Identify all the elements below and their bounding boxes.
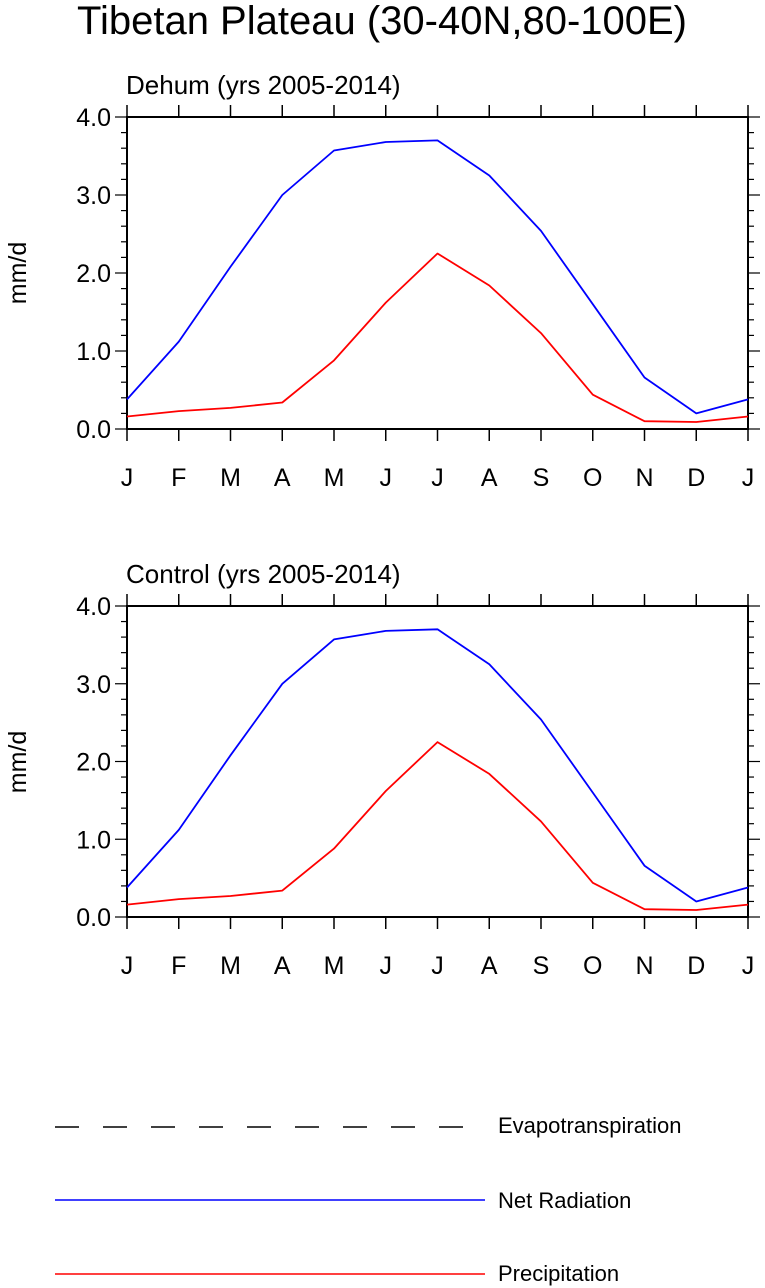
x-tick-label: J	[742, 464, 755, 492]
x-tick-label: J	[121, 952, 134, 980]
plot-frame	[126, 116, 749, 430]
x-tick-label: S	[533, 952, 550, 980]
x-tick-label: N	[635, 952, 653, 980]
x-tick-label: F	[171, 464, 186, 492]
x-tick-label: J	[380, 952, 393, 980]
legend-entry-evapotranspiration: Evapotranspiration	[55, 1113, 681, 1138]
y-tick-label: 4.0	[76, 104, 111, 132]
y-axis-label: mm/d	[4, 731, 32, 794]
legend-label: Evapotranspiration	[498, 1113, 681, 1138]
x-tick-label: J	[121, 464, 134, 492]
x-tick-label: M	[220, 464, 241, 492]
x-tick-label: M	[324, 952, 345, 980]
figure-title: Tibetan Plateau (30-40N,80-100E)	[77, 0, 687, 43]
x-tick-label: N	[635, 464, 653, 492]
y-tick-label: 0.0	[76, 904, 111, 932]
legend-label: Net Radiation	[498, 1188, 631, 1213]
x-tick-label: M	[324, 464, 345, 492]
series-line-net-radiation	[126, 139, 749, 415]
x-tick-label: O	[583, 464, 602, 492]
x-tick-label: A	[481, 952, 498, 980]
series-line-precipitation	[126, 741, 749, 911]
y-tick-label: 2.0	[76, 749, 111, 777]
x-tick-label: A	[481, 464, 498, 492]
x-tick-label: O	[583, 952, 602, 980]
panel-title: Dehum (yrs 2005-2014)	[126, 70, 401, 100]
legend-entry-precipitation: Precipitation	[55, 1261, 619, 1286]
y-tick-label: 1.0	[76, 338, 111, 366]
plot-frame	[126, 605, 749, 918]
x-tick-label: D	[687, 464, 705, 492]
panel-title: Control (yrs 2005-2014)	[126, 559, 401, 589]
x-tick-label: F	[171, 952, 186, 980]
y-tick-label: 3.0	[76, 671, 111, 699]
legend-entry-net-radiation: Net Radiation	[55, 1188, 631, 1213]
y-axis-label: mm/d	[4, 242, 32, 305]
series-line-precipitation	[126, 252, 749, 423]
y-tick-label: 4.0	[76, 593, 111, 621]
legend: Evapotranspiration Net Radiation Precipi…	[55, 1113, 681, 1286]
x-tick-label: M	[220, 952, 241, 980]
x-tick-label: A	[274, 464, 291, 492]
x-tick-label: J	[380, 464, 393, 492]
y-tick-label: 3.0	[76, 182, 111, 210]
x-tick-label: S	[533, 464, 550, 492]
chart-panel-dehum: Dehum (yrs 2005-2014) mm/d J F M A M J J A S O N D J…	[4, 70, 760, 492]
x-tick-label: J	[431, 464, 444, 492]
chart-panel-control: Control (yrs 2005-2014) mm/d J F M A M J J A S O N…	[4, 559, 760, 980]
y-tick-label: 1.0	[76, 826, 111, 854]
x-tick-label: J	[431, 952, 444, 980]
y-tick-label: 0.0	[76, 416, 111, 444]
x-tick-label: J	[742, 952, 755, 980]
x-tick-label: D	[687, 952, 705, 980]
y-tick-label: 2.0	[76, 260, 111, 288]
x-tick-label: A	[274, 952, 291, 980]
series-line-net-radiation	[126, 628, 749, 903]
legend-label: Precipitation	[498, 1261, 619, 1286]
